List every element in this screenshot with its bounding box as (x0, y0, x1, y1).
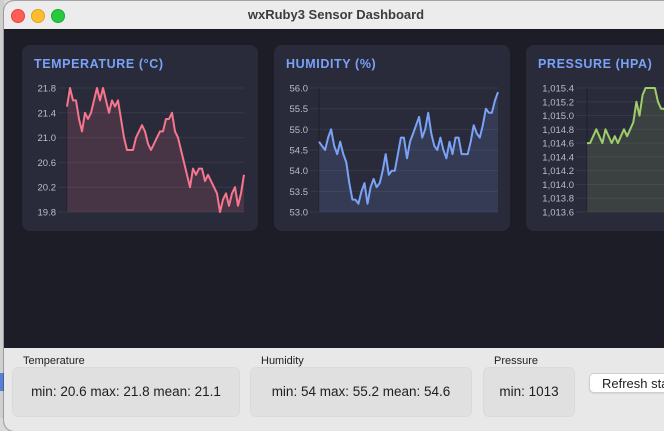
temperature-stat-box: min: 20.6 max: 21.8 mean: 21.1 (12, 367, 240, 417)
area-fill (67, 88, 244, 212)
area-fill (587, 88, 664, 212)
pressure-chart: 1,015.4 1,015.2 1,015.0 1,014.8 1,014.6 1,014… (542, 84, 664, 219)
maximize-button[interactable] (51, 9, 65, 23)
minimize-button[interactable] (31, 9, 45, 23)
y-tick-label: 55.5 (290, 104, 309, 115)
y-tick-label: 1,014.6 (542, 139, 574, 150)
y-tick-label: 54.5 (290, 146, 309, 157)
y-tick-label: 55.0 (290, 125, 309, 136)
temperature-card: TEMPERATURE (°C) 21.8 21.4 21.0 20.6 20.2 19.… (22, 45, 258, 231)
title-bar[interactable]: wxRuby3 Sensor Dashboard (4, 1, 664, 30)
background-window-edge-accent (0, 373, 4, 391)
series-line (318, 91, 499, 205)
y-tick-label: 56.0 (290, 84, 309, 95)
y-tick-label: 1,013.6 (542, 208, 574, 219)
dashboard-panel: TEMPERATURE (°C) 21.8 21.4 21.0 20.6 20.2 19.… (4, 30, 664, 348)
temperature-stat-value: min: 20.6 max: 21.8 mean: 21.1 (31, 384, 221, 399)
y-tick-label: 1,014.8 (542, 125, 574, 136)
temperature-stat-label: Temperature (23, 355, 85, 367)
window-title: wxRuby3 Sensor Dashboard (247, 7, 425, 22)
y-tick-label: 21.4 (38, 108, 57, 119)
humidity-stat-label: Humidity (261, 355, 304, 367)
humidity-stat-box: min: 54 max: 55.2 mean: 54.6 (250, 367, 472, 417)
pressure-stat-label: Pressure (494, 355, 539, 367)
refresh-stats-button[interactable]: Refresh sta (589, 373, 664, 393)
pressure-card: PRESSURE (HPA) 1,015.4 1,015.2 1,015.0 1,01… (526, 45, 664, 231)
pressure-title: PRESSURE (HPA) (538, 57, 653, 71)
y-tick-label: 1,014.0 (542, 180, 574, 191)
background-window-edge (0, 0, 4, 418)
y-tick-label: 21.0 (38, 133, 57, 144)
y-tick-label: 21.8 (38, 84, 57, 95)
humidity-stat-value: min: 54 max: 55.2 mean: 54.6 (271, 384, 451, 399)
y-tick-label: 20.6 (38, 158, 57, 169)
y-tick-label: 19.8 (38, 208, 57, 219)
series-line (587, 87, 664, 145)
y-tick-label: 1,015.0 (542, 111, 574, 122)
app-window: wxRuby3 Sensor Dashboard TEMPERATURE (°C… (4, 1, 664, 431)
temperature-chart: 21.8 21.4 21.0 20.6 20.2 19.8 (38, 84, 245, 219)
humidity-card: HUMIDITY (%) 56.0 55.5 55.0 54.5 54.0 53.5 53.… (274, 45, 510, 231)
y-tick-label: 53.5 (290, 187, 309, 198)
y-tick-label: 20.2 (38, 183, 57, 194)
series-line (66, 87, 245, 213)
close-button[interactable] (11, 9, 25, 23)
stats-bar: Temperature min: 20.6 max: 21.8 mean: 21… (4, 348, 664, 431)
y-tick-label: 1,015.4 (542, 84, 574, 95)
y-tick-label: 1,015.2 (542, 97, 574, 108)
y-tick-label: 1,014.4 (542, 152, 574, 163)
y-tick-label: 1,014.2 (542, 166, 574, 177)
temperature-title: TEMPERATURE (°C) (34, 57, 164, 71)
humidity-title: HUMIDITY (%) (286, 57, 377, 71)
y-tick-label: 1,013.8 (542, 194, 574, 205)
y-tick-label: 53.0 (290, 208, 309, 219)
humidity-chart: 56.0 55.5 55.0 54.5 54.0 53.5 53.0 (290, 84, 499, 219)
y-tick-label: 54.0 (290, 166, 309, 177)
pressure-stat-value: min: 1013 (499, 384, 559, 399)
pressure-stat-box: min: 1013 (483, 367, 575, 417)
